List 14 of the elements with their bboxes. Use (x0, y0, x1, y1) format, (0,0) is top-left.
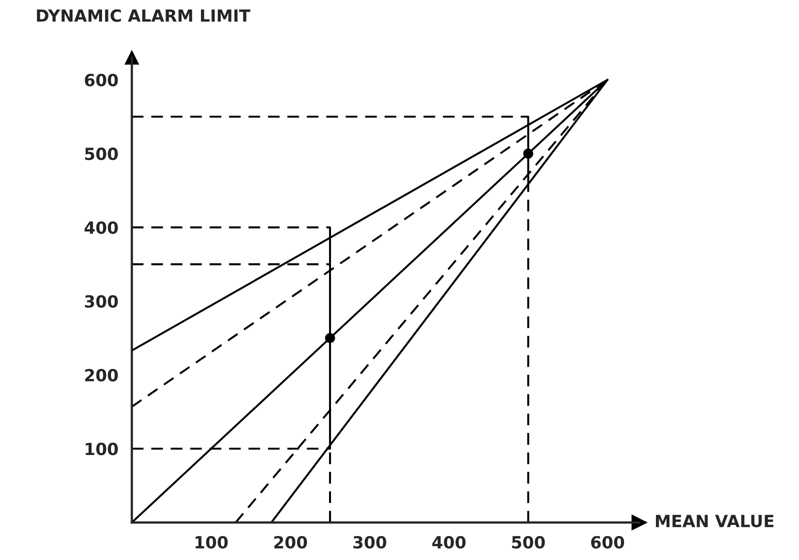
y-tick-label: 200 (85, 368, 118, 382)
x-tick-label: 300 (353, 536, 386, 549)
x-tick-label: 500 (512, 536, 545, 549)
x-tick-label: 600 (591, 536, 624, 549)
x-tick-label: 100 (196, 536, 228, 549)
y-tick-label: 400 (84, 221, 118, 234)
y-tick-label: 300 (84, 295, 118, 308)
x-tick-label: 400 (432, 536, 466, 549)
y-tick-label: 600 (84, 74, 118, 86)
y-axis-title: DYNAMIC ALARM LIMIT (36, 9, 250, 22)
x-axis-title: MEAN VALUE (656, 514, 774, 528)
y-tick-label: 500 (85, 148, 118, 160)
y-tick-label: 100 (86, 442, 118, 456)
x-tick-label: 200 (274, 536, 307, 549)
